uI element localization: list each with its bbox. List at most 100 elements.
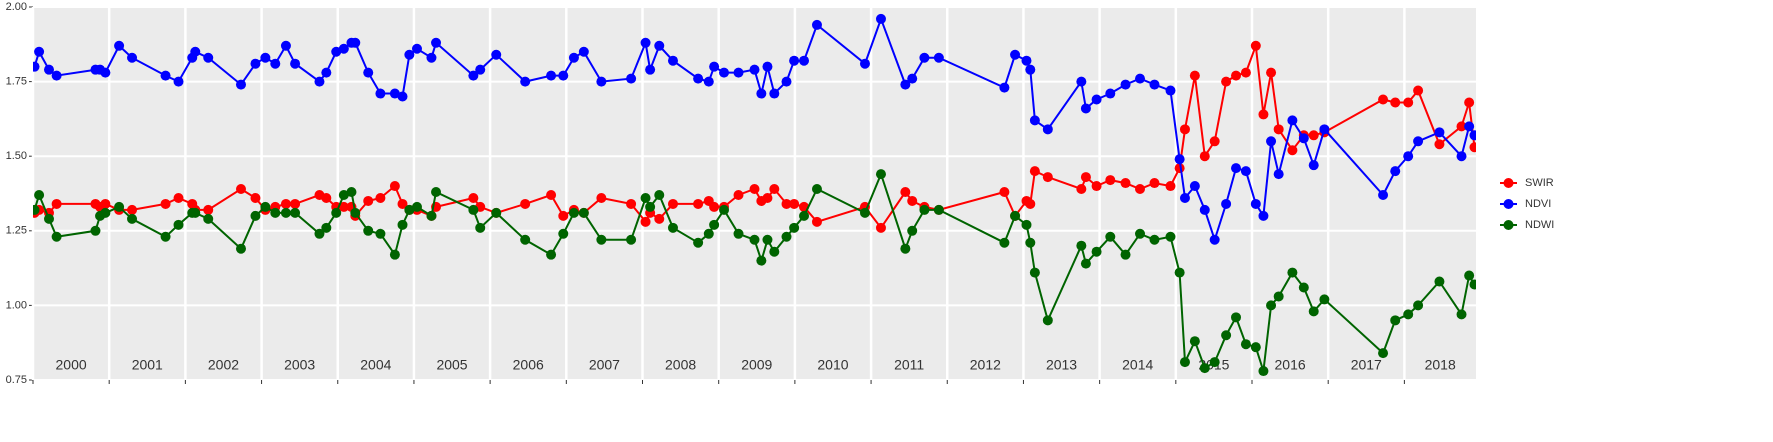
point [875, 169, 886, 180]
point [1179, 124, 1190, 135]
point [114, 40, 125, 51]
point [558, 228, 569, 239]
point [1298, 282, 1309, 293]
point [626, 73, 637, 84]
point [404, 204, 415, 215]
point [1434, 139, 1445, 150]
year-label: 2016 [1275, 357, 1306, 373]
point [411, 43, 422, 54]
point [1042, 124, 1053, 135]
point [1199, 151, 1210, 162]
year-label: 2001 [132, 357, 163, 373]
point [1010, 210, 1021, 221]
point [1308, 130, 1319, 141]
point [475, 64, 486, 75]
point [703, 76, 714, 87]
point [568, 207, 579, 218]
point [33, 61, 40, 72]
point [1209, 234, 1220, 245]
point [749, 184, 760, 195]
point [900, 187, 911, 198]
point [270, 207, 281, 218]
point [389, 88, 400, 99]
point [546, 249, 557, 260]
point [799, 210, 810, 221]
point [1076, 184, 1087, 195]
point [1189, 70, 1200, 81]
point [34, 46, 45, 57]
point [1021, 55, 1032, 66]
point [1378, 348, 1389, 359]
point [338, 43, 349, 54]
point [749, 234, 760, 245]
year-label: 2017 [1351, 357, 1382, 373]
point [640, 216, 651, 227]
point [875, 222, 886, 233]
y-tick-label: 1.75 [6, 76, 27, 88]
point [190, 46, 201, 57]
point [1231, 70, 1242, 81]
point [1413, 85, 1424, 96]
point [733, 228, 744, 239]
point [626, 234, 637, 245]
point [1456, 309, 1467, 320]
point [1231, 312, 1242, 323]
point [693, 73, 704, 84]
point [1029, 115, 1040, 126]
point [596, 76, 607, 87]
point [1240, 67, 1251, 78]
point [491, 49, 502, 60]
point [907, 225, 918, 236]
point [733, 67, 744, 78]
point [1266, 67, 1277, 78]
point [596, 234, 607, 245]
point [1258, 210, 1269, 221]
point [375, 88, 386, 99]
point [1080, 103, 1091, 114]
point [331, 46, 342, 57]
year-label: 2006 [513, 357, 544, 373]
legend-marker [1503, 199, 1514, 209]
point [1250, 40, 1261, 51]
point [1273, 124, 1284, 135]
point [769, 246, 780, 257]
point [1025, 64, 1036, 75]
point [363, 67, 374, 78]
point [1221, 76, 1232, 87]
point [781, 198, 792, 209]
point [596, 192, 607, 203]
point [1469, 130, 1476, 141]
point [933, 52, 944, 63]
point [235, 79, 246, 90]
point [280, 198, 291, 209]
point [1209, 357, 1220, 368]
point [431, 37, 442, 48]
point [411, 201, 422, 212]
point [645, 64, 656, 75]
point [907, 73, 918, 84]
legend-label: SWIR [1525, 177, 1554, 189]
point [1076, 240, 1087, 251]
point [756, 88, 767, 99]
point [203, 213, 214, 224]
point [114, 201, 125, 212]
point [1319, 294, 1330, 305]
point [1042, 315, 1053, 326]
point [762, 61, 773, 72]
point [1390, 166, 1401, 177]
point [558, 210, 569, 221]
point [1456, 121, 1467, 132]
point [321, 222, 332, 233]
point [404, 49, 415, 60]
year-label: 2011 [894, 357, 924, 373]
point [1091, 246, 1102, 257]
point [1165, 85, 1176, 96]
point [331, 207, 342, 218]
legend-label: NDWI [1525, 219, 1554, 231]
point [314, 76, 325, 87]
point [709, 61, 720, 72]
point [250, 58, 261, 69]
year-label: 2004 [360, 357, 391, 373]
point [781, 231, 792, 242]
point [1149, 79, 1160, 90]
